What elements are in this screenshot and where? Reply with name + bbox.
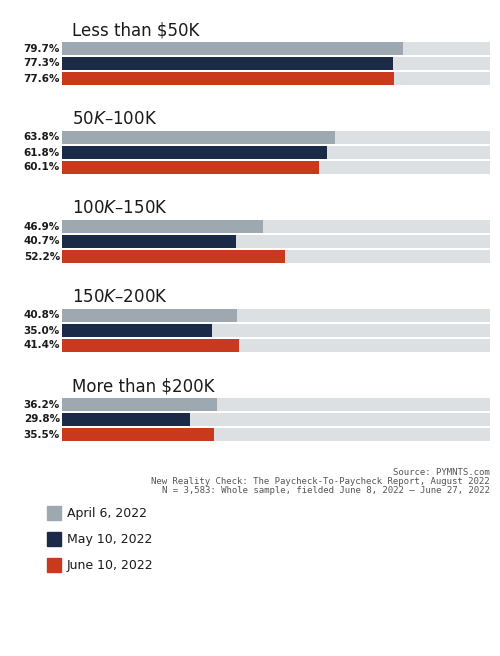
Text: More than $200K: More than $200K <box>72 377 215 395</box>
Bar <box>62 146 326 159</box>
Bar <box>62 72 490 85</box>
Bar <box>62 428 214 441</box>
Bar <box>62 161 490 174</box>
Text: 35.0%: 35.0% <box>24 325 60 335</box>
Text: $50K–$100K: $50K–$100K <box>72 110 158 128</box>
Text: Less than $50K: Less than $50K <box>72 21 200 39</box>
Text: 61.8%: 61.8% <box>24 148 60 157</box>
Text: 36.2%: 36.2% <box>24 400 60 409</box>
Bar <box>62 398 217 411</box>
Text: $100K–$150K: $100K–$150K <box>72 199 168 217</box>
Bar <box>62 413 190 426</box>
Bar <box>62 398 490 411</box>
Bar <box>47 532 61 546</box>
Text: 63.8%: 63.8% <box>24 133 60 142</box>
Bar <box>62 309 490 322</box>
Bar <box>62 324 212 337</box>
Text: $150K–$200K: $150K–$200K <box>72 288 168 306</box>
Text: 46.9%: 46.9% <box>24 222 60 232</box>
Text: 79.7%: 79.7% <box>24 43 60 54</box>
Text: April 6, 2022: April 6, 2022 <box>67 506 147 520</box>
Text: N = 3,583: Whole sample, fielded June 8, 2022 – June 27, 2022: N = 3,583: Whole sample, fielded June 8,… <box>162 486 490 495</box>
Bar <box>62 220 490 233</box>
Bar <box>62 57 393 70</box>
Text: 52.2%: 52.2% <box>24 251 60 262</box>
Text: 41.4%: 41.4% <box>24 340 60 350</box>
Bar <box>62 42 490 55</box>
Bar <box>62 42 403 55</box>
Text: May 10, 2022: May 10, 2022 <box>67 533 152 546</box>
Bar <box>62 250 286 263</box>
Text: 29.8%: 29.8% <box>24 415 60 424</box>
Text: 77.6%: 77.6% <box>24 73 60 83</box>
Bar <box>47 506 61 520</box>
Bar <box>47 558 61 572</box>
Text: 60.1%: 60.1% <box>24 163 60 173</box>
Bar <box>62 131 335 144</box>
Bar <box>62 131 490 144</box>
Text: 35.5%: 35.5% <box>24 430 60 440</box>
Bar <box>62 161 319 174</box>
Bar <box>62 324 490 337</box>
Bar <box>62 309 236 322</box>
Bar <box>62 235 490 248</box>
Bar <box>62 428 490 441</box>
Text: June 10, 2022: June 10, 2022 <box>67 558 154 571</box>
Bar <box>62 250 490 263</box>
Bar <box>62 339 490 352</box>
Bar <box>62 220 262 233</box>
Bar <box>62 72 394 85</box>
Text: New Reality Check: The Paycheck-To-Paycheck Report, August 2022: New Reality Check: The Paycheck-To-Paych… <box>152 477 490 486</box>
Text: 40.8%: 40.8% <box>24 310 60 321</box>
Bar <box>62 146 490 159</box>
Bar <box>62 339 239 352</box>
Bar <box>62 235 236 248</box>
Bar <box>62 57 490 70</box>
Text: 77.3%: 77.3% <box>24 58 60 68</box>
Text: 40.7%: 40.7% <box>24 237 60 247</box>
Bar <box>62 413 490 426</box>
Text: Source: PYMNTS.com: Source: PYMNTS.com <box>393 468 490 477</box>
